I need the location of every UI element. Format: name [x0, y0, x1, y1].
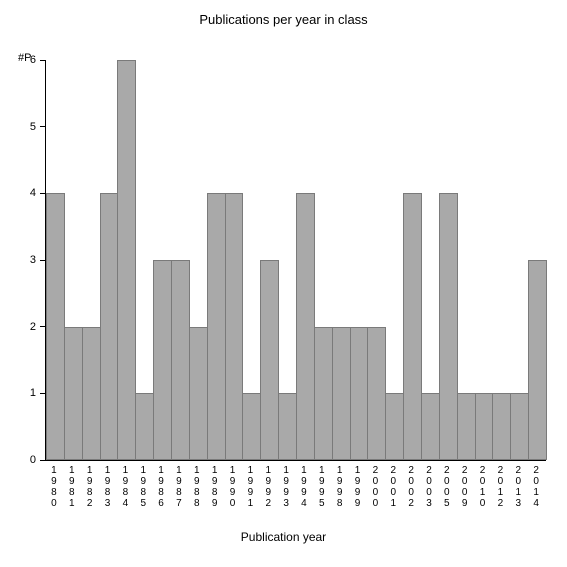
x-tick-label: 1983: [99, 462, 117, 509]
x-tick-label: 1981: [63, 462, 81, 509]
bar: [457, 393, 476, 460]
y-tick-label: 5: [30, 121, 36, 133]
x-tick-label: 1982: [81, 462, 99, 509]
x-labels: 1980198119821983198419851986198719881989…: [45, 462, 545, 509]
x-tick-label: 2013: [509, 462, 527, 509]
bar: [260, 260, 279, 460]
x-tick-label: 2005: [438, 462, 456, 509]
x-axis-title: Publication year: [0, 530, 567, 544]
bar: [439, 193, 458, 460]
y-tick-label: 0: [30, 454, 36, 466]
x-tick-label: 1987: [170, 462, 188, 509]
bar: [350, 327, 369, 460]
x-tick-label: 1992: [259, 462, 277, 509]
x-tick-label: 1994: [295, 462, 313, 509]
bar: [189, 327, 208, 460]
x-tick-label: 2001: [384, 462, 402, 509]
bar: [153, 260, 172, 460]
y-tick-label: 6: [30, 54, 36, 66]
bar: [367, 327, 386, 460]
bar: [421, 393, 440, 460]
x-tick-label: 1999: [349, 462, 367, 509]
bar: [46, 193, 65, 460]
bar: [207, 193, 226, 460]
bar: [528, 260, 547, 460]
bar: [278, 393, 297, 460]
chart-container: Publications per year in class #P 012345…: [0, 0, 567, 567]
x-tick-label: 1998: [331, 462, 349, 509]
bars: [46, 60, 546, 460]
x-tick-label: 1995: [313, 462, 331, 509]
x-tick-label: 1993: [277, 462, 295, 509]
bar: [296, 193, 315, 460]
bar: [64, 327, 83, 460]
bar: [135, 393, 154, 460]
bar: [403, 193, 422, 460]
x-tick-label: 1991: [241, 462, 259, 509]
y-tick-label: 2: [30, 321, 36, 333]
bar: [82, 327, 101, 460]
x-tick-label: 1984: [116, 462, 134, 509]
bar: [225, 193, 244, 460]
bar: [117, 60, 136, 460]
bar: [314, 327, 333, 460]
x-tick-label: 1988: [188, 462, 206, 509]
plot-area: 0123456: [45, 60, 546, 461]
bar: [510, 393, 529, 460]
x-tick-label: 2014: [527, 462, 545, 509]
x-tick-label: 2010: [474, 462, 492, 509]
x-tick-label: 1990: [224, 462, 242, 509]
x-tick-label: 2012: [491, 462, 509, 509]
bar: [242, 393, 261, 460]
x-tick-label: 1985: [134, 462, 152, 509]
chart-title: Publications per year in class: [0, 0, 567, 27]
bar: [492, 393, 511, 460]
x-tick-label: 2002: [402, 462, 420, 509]
bar: [100, 193, 119, 460]
y-tick-label: 4: [30, 187, 36, 199]
x-tick-label: 1986: [152, 462, 170, 509]
bar: [385, 393, 404, 460]
y-tick-label: 3: [30, 254, 36, 266]
x-tick-label: 2003: [420, 462, 438, 509]
x-tick-label: 1989: [206, 462, 224, 509]
x-tick-label: 1980: [45, 462, 63, 509]
y-tick-label: 1: [30, 387, 36, 399]
bar: [475, 393, 494, 460]
bar: [171, 260, 190, 460]
x-tick-label: 2009: [456, 462, 474, 509]
x-tick-label: 2000: [366, 462, 384, 509]
bar: [332, 327, 351, 460]
